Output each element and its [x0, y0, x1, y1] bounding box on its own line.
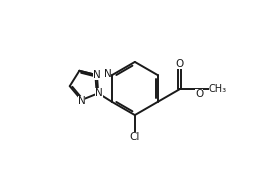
Text: Cl: Cl: [130, 132, 140, 142]
Text: N: N: [95, 88, 103, 98]
Text: CH₃: CH₃: [209, 84, 227, 94]
Text: N: N: [104, 69, 111, 79]
Text: N: N: [93, 70, 101, 80]
Text: N: N: [78, 96, 85, 106]
Text: O: O: [175, 59, 183, 70]
Text: O: O: [195, 89, 203, 99]
